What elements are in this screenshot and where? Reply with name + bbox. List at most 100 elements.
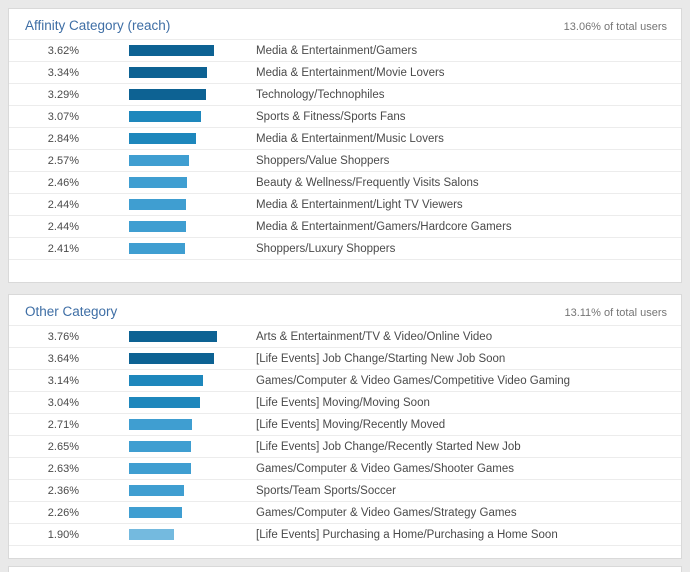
percent-bar bbox=[129, 441, 191, 452]
percent-bar bbox=[129, 89, 206, 100]
percent-value: 2.65% bbox=[47, 440, 79, 453]
chart-row: 2.84% Media & Entertainment/Music Lovers bbox=[9, 128, 681, 150]
bar-track bbox=[129, 485, 248, 496]
bar-track bbox=[129, 67, 248, 78]
affinity-category-card: Affinity Category (reach) 13.06% of tota… bbox=[8, 8, 682, 283]
percent-value: 2.71% bbox=[47, 418, 79, 431]
bar-track bbox=[129, 419, 248, 430]
next-card-edge bbox=[8, 566, 682, 572]
bar-track bbox=[129, 331, 248, 342]
category-label: Shoppers/Value Shoppers bbox=[256, 154, 390, 167]
percent-bar bbox=[129, 221, 187, 232]
category-label: Media & Entertainment/Movie Lovers bbox=[256, 66, 445, 79]
other-card-header: Other Category 13.11% of total users bbox=[9, 295, 681, 325]
percent-value: 2.36% bbox=[47, 484, 79, 497]
percent-value: 3.29% bbox=[47, 88, 79, 101]
category-label: Technology/Technophiles bbox=[256, 88, 385, 101]
chart-row: 3.76% Arts & Entertainment/TV & Video/On… bbox=[9, 326, 681, 348]
category-label: Games/Computer & Video Games/Shooter Gam… bbox=[256, 462, 515, 475]
bar-track bbox=[129, 45, 248, 56]
chart-row: 2.46% Beauty & Wellness/Frequently Visit… bbox=[9, 172, 681, 194]
category-label: [Life Events] Moving/Recently Moved bbox=[256, 418, 446, 431]
bar-track bbox=[129, 441, 248, 452]
bar-track bbox=[129, 353, 248, 364]
chart-row: 3.14% Games/Computer & Video Games/Compe… bbox=[9, 370, 681, 392]
category-label: Games/Computer & Video Games/Strategy Ga… bbox=[256, 506, 517, 519]
chart-row: 2.26% Games/Computer & Video Games/Strat… bbox=[9, 502, 681, 524]
other-rows: 3.76% Arts & Entertainment/TV & Video/On… bbox=[9, 325, 681, 546]
affinity-rows: 3.62% Media & Entertainment/Gamers 3.34%… bbox=[9, 39, 681, 260]
category-label: Arts & Entertainment/TV & Video/Online V… bbox=[256, 330, 493, 343]
category-label: [Life Events] Purchasing a Home/Purchasi… bbox=[256, 528, 558, 541]
percent-value: 3.14% bbox=[47, 374, 79, 387]
bar-track bbox=[129, 243, 248, 254]
chart-row: 3.07% Sports & Fitness/Sports Fans bbox=[9, 106, 681, 128]
other-category-card: Other Category 13.11% of total users 3.7… bbox=[8, 294, 682, 559]
chart-row: 2.36% Sports/Team Sports/Soccer bbox=[9, 480, 681, 502]
percent-value: 2.57% bbox=[47, 154, 79, 167]
chart-row: 1.90% [Life Events] Purchasing a Home/Pu… bbox=[9, 524, 681, 546]
total-users-affinity: 13.06% of total users bbox=[563, 21, 667, 33]
category-label: Sports/Team Sports/Soccer bbox=[256, 484, 396, 497]
percent-value: 2.44% bbox=[47, 198, 79, 211]
category-label: Shoppers/Luxury Shoppers bbox=[256, 242, 396, 255]
bar-track bbox=[129, 133, 248, 144]
chart-row: 2.71% [Life Events] Moving/Recently Move… bbox=[9, 414, 681, 436]
percent-value: 2.63% bbox=[47, 462, 79, 475]
percent-bar bbox=[129, 331, 217, 342]
bar-track bbox=[129, 221, 248, 232]
category-label: Sports & Fitness/Sports Fans bbox=[256, 110, 406, 123]
percent-bar bbox=[129, 45, 214, 56]
percent-value: 3.04% bbox=[47, 396, 79, 409]
percent-bar bbox=[129, 375, 203, 386]
percent-bar bbox=[129, 133, 196, 144]
percent-bar bbox=[129, 463, 191, 474]
category-label: [Life Events] Job Change/Recently Starte… bbox=[256, 440, 521, 453]
bar-track bbox=[129, 375, 248, 386]
bar-track bbox=[129, 507, 248, 518]
percent-bar bbox=[129, 67, 208, 78]
category-label: Media & Entertainment/Music Lovers bbox=[256, 132, 444, 145]
percent-bar bbox=[129, 529, 174, 540]
bar-track bbox=[129, 199, 248, 210]
chart-row: 2.57% Shoppers/Value Shoppers bbox=[9, 150, 681, 172]
bar-track bbox=[129, 155, 248, 166]
chart-row: 2.65% [Life Events] Job Change/Recently … bbox=[9, 436, 681, 458]
percent-bar bbox=[129, 177, 187, 188]
percent-bar bbox=[129, 419, 193, 430]
chart-row: 3.62% Media & Entertainment/Gamers bbox=[9, 40, 681, 62]
bar-track bbox=[129, 463, 248, 474]
chart-row: 2.63% Games/Computer & Video Games/Shoot… bbox=[9, 458, 681, 480]
percent-value: 2.46% bbox=[47, 176, 79, 189]
bar-track bbox=[129, 397, 248, 408]
section-title-other: Other Category bbox=[25, 304, 118, 319]
bar-track bbox=[129, 177, 248, 188]
percent-bar bbox=[129, 111, 201, 122]
category-label: Beauty & Wellness/Frequently Visits Salo… bbox=[256, 176, 479, 189]
total-users-other: 13.11% of total users bbox=[564, 307, 667, 319]
percent-value: 3.62% bbox=[47, 44, 79, 57]
affinity-card-header: Affinity Category (reach) 13.06% of tota… bbox=[9, 9, 681, 39]
percent-value: 1.90% bbox=[47, 528, 79, 541]
percent-value: 2.44% bbox=[47, 220, 79, 233]
percent-value: 3.34% bbox=[47, 66, 79, 79]
section-title-affinity: Affinity Category (reach) bbox=[25, 18, 171, 33]
category-label: [Life Events] Job Change/Starting New Jo… bbox=[256, 352, 506, 365]
category-label: Games/Computer & Video Games/Competitive… bbox=[256, 374, 571, 387]
category-label: [Life Events] Moving/Moving Soon bbox=[256, 396, 430, 409]
chart-row: 3.04% [Life Events] Moving/Moving Soon bbox=[9, 392, 681, 414]
percent-value: 2.41% bbox=[47, 242, 79, 255]
category-label: Media & Entertainment/Light TV Viewers bbox=[256, 198, 463, 211]
chart-row: 3.34% Media & Entertainment/Movie Lovers bbox=[9, 62, 681, 84]
bar-track bbox=[129, 529, 248, 540]
percent-value: 2.26% bbox=[47, 506, 79, 519]
category-label: Media & Entertainment/Gamers/Hardcore Ga… bbox=[256, 220, 512, 233]
chart-row: 3.29% Technology/Technophiles bbox=[9, 84, 681, 106]
percent-value: 3.07% bbox=[47, 110, 79, 123]
category-label: Media & Entertainment/Gamers bbox=[256, 44, 418, 57]
percent-value: 3.64% bbox=[47, 352, 79, 365]
chart-row: 2.41% Shoppers/Luxury Shoppers bbox=[9, 238, 681, 260]
percent-bar bbox=[129, 485, 185, 496]
percent-value: 2.84% bbox=[47, 132, 79, 145]
